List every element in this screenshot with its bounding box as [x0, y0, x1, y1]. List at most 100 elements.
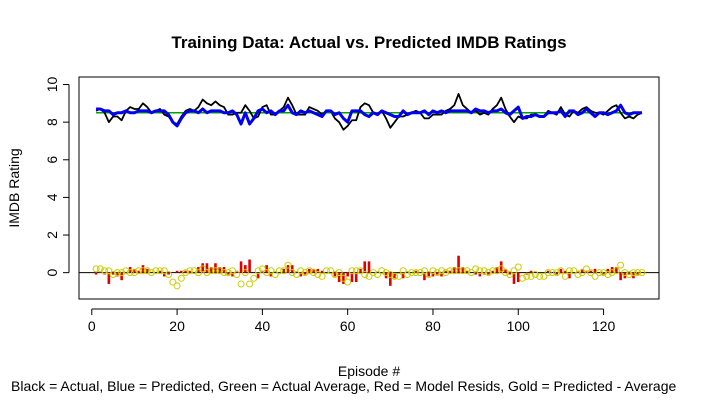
pred-minus-avg-point	[527, 272, 535, 280]
pred-minus-avg-point	[523, 272, 531, 280]
pred-minus-avg-point	[600, 269, 608, 277]
pred-minus-avg-point	[263, 269, 271, 277]
y-tick-label: 10	[44, 77, 60, 93]
pred-minus-avg-point	[625, 271, 633, 279]
x-tick-label: 100	[507, 318, 531, 334]
pred-minus-avg-point	[203, 269, 211, 277]
pred-minus-avg-point	[331, 271, 339, 279]
pred-minus-avg-point	[246, 280, 254, 288]
pred-minus-avg-point	[339, 274, 347, 282]
pred-minus-avg-point	[467, 269, 475, 277]
x-tick-label: 20	[169, 318, 185, 334]
pred-minus-avg-point	[595, 269, 603, 277]
y-axis: 0 2 4 6 8 10	[44, 77, 70, 277]
pred-minus-avg-point	[591, 272, 599, 280]
pred-minus-avg-point	[438, 267, 445, 275]
pred-minus-avg-point	[288, 269, 296, 277]
pred-minus-avg-point	[190, 267, 198, 275]
pred-minus-avg-point	[374, 271, 382, 279]
pred-minus-avg-point	[130, 269, 138, 277]
pred-minus-avg-point	[557, 267, 565, 275]
pred-minus-avg-point	[365, 272, 373, 280]
pred-minus-avg-point	[361, 271, 369, 279]
pred-minus-avg-point	[344, 278, 352, 286]
pred-minus-avg-point	[604, 271, 612, 279]
pred-minus-avg-point	[241, 269, 249, 277]
pred-minus-avg-point	[109, 271, 117, 279]
pred-minus-avg-point	[565, 267, 573, 275]
pred-minus-avg-point	[587, 269, 595, 277]
pred-minus-avg-point	[548, 269, 556, 277]
pred-minus-avg-point	[408, 269, 416, 277]
pred-minus-avg-point	[544, 269, 552, 277]
pred-minus-avg-point	[391, 272, 399, 280]
pred-minus-avg-point	[416, 269, 424, 277]
pred-minus-avg-point	[356, 267, 364, 275]
pred-minus-avg-point	[152, 267, 160, 275]
pred-minus-avg-point	[211, 267, 219, 275]
x-tick-label: 120	[592, 318, 616, 334]
pred-minus-avg-point	[126, 269, 134, 277]
pred-minus-avg-point	[506, 271, 514, 279]
pred-minus-avg-point	[638, 269, 646, 277]
pred-minus-avg-point	[113, 269, 121, 277]
pred-minus-avg-point	[497, 265, 505, 273]
pred-minus-avg-point	[271, 271, 279, 279]
pred-minus-avg-point	[531, 271, 539, 279]
pred-minus-avg-point	[484, 269, 492, 277]
pred-minus-avg-point	[489, 267, 497, 275]
pred-minus-avg-point	[553, 269, 561, 277]
pred-minus-avg-point	[348, 267, 356, 275]
pred-minus-avg-point	[378, 267, 386, 275]
pred-minus-avg-point	[476, 267, 484, 275]
pred-minus-avg-point	[459, 267, 467, 275]
pred-minus-avg-point	[148, 269, 155, 277]
pred-minus-avg-point	[480, 267, 488, 275]
pred-minus-avg-point	[199, 265, 207, 273]
pred-minus-avg-point	[322, 267, 330, 275]
plot-frame	[78, 76, 660, 300]
pred-minus-avg-point	[519, 274, 527, 282]
pred-minus-avg-point	[275, 267, 283, 275]
pred-minus-avg-point	[455, 267, 463, 275]
pred-minus-avg-point	[258, 265, 266, 273]
pred-minus-avg-point	[617, 261, 625, 269]
pred-minus-avg-point	[284, 261, 292, 269]
x-tick-label: 80	[425, 318, 441, 334]
pred-minus-avg-point	[310, 269, 318, 277]
pred-minus-avg-point	[237, 280, 245, 288]
pred-minus-avg-point	[442, 269, 450, 277]
pred-minus-avg-point	[399, 267, 407, 275]
x-tick-label: 40	[255, 318, 271, 334]
y-tick-label: 0	[44, 269, 60, 277]
pred-minus-avg-point	[169, 278, 177, 286]
pred-minus-avg-point	[327, 267, 335, 275]
pred-minus-avg-point	[612, 267, 620, 275]
pred-minus-avg-point	[156, 267, 164, 275]
pred-minus-avg-point	[501, 269, 509, 277]
y-tick-label: 4	[44, 193, 60, 201]
pred-minus-avg-point	[186, 267, 194, 275]
y-tick-label: 2	[44, 231, 60, 239]
pred-minus-avg-point	[583, 265, 590, 273]
pred-minus-avg-point	[105, 267, 113, 275]
pred-minus-avg-point	[229, 267, 237, 275]
pred-minus-avg-point	[420, 267, 428, 275]
pred-minus-avg-point	[425, 271, 433, 279]
y-tick-label: 8	[44, 118, 60, 126]
pred-minus-avg-point	[122, 267, 130, 275]
y-axis-label: IMDB Rating	[6, 148, 22, 227]
pred-minus-avg-point	[536, 272, 544, 280]
pred-minus-avg-point	[220, 269, 228, 277]
y-tick-label: 6	[44, 156, 60, 164]
pred-minus-avg-point	[173, 282, 181, 290]
pred-minus-avg-point	[318, 272, 326, 280]
pred-minus-avg-point	[570, 267, 578, 275]
pred-minus-avg-point	[578, 269, 586, 277]
pred-minus-avg-point	[194, 269, 202, 277]
pred-minus-avg-point	[403, 271, 411, 279]
x-axis-label: Episode #	[338, 363, 400, 379]
x-tick-label: 0	[88, 318, 96, 334]
